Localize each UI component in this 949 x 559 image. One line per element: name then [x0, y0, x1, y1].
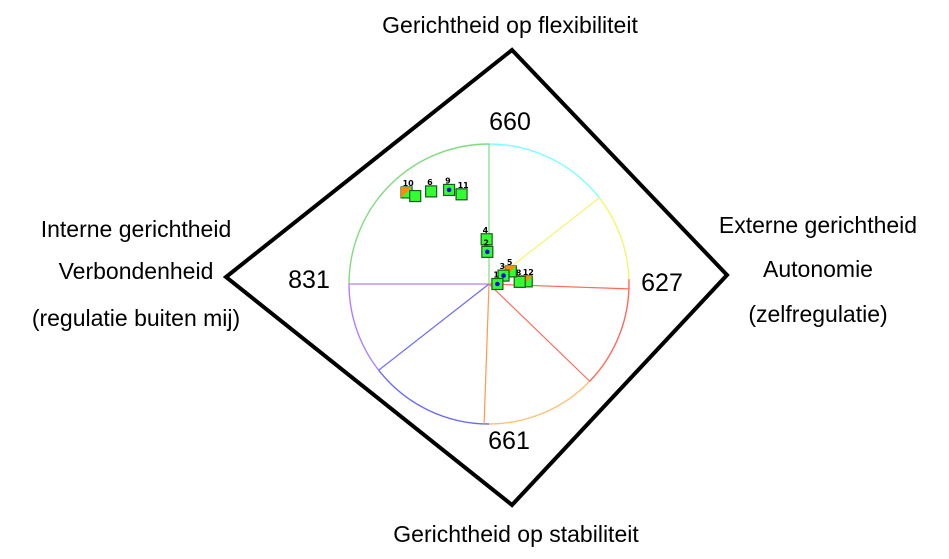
- marker-label: 2: [483, 238, 489, 247]
- marker-dot: [485, 249, 490, 255]
- marker-2: 2: [481, 238, 494, 258]
- sector-arc-6: [348, 143, 490, 285]
- marker-label: 6: [427, 178, 433, 187]
- marker-4: 4: [480, 226, 493, 246]
- marker-dot: [501, 273, 506, 278]
- value-bottom: 661: [488, 427, 530, 455]
- value-left: 831: [288, 266, 330, 294]
- label-top: Gerichtheid op flexibiliteit: [382, 12, 638, 38]
- diamond-frame: [222, 47, 730, 508]
- marker-3: 3: [497, 262, 510, 282]
- sector-arc-2: [589, 279, 630, 382]
- marker-orange-corner: [401, 186, 413, 198]
- marker-label: 9: [445, 176, 451, 185]
- marker-square: [480, 233, 493, 246]
- circle-sectors: [348, 143, 630, 425]
- sector-arc-4: [378, 369, 490, 425]
- value-top: 660: [489, 108, 531, 136]
- marker-square: [513, 275, 526, 288]
- marker-label: 3: [500, 262, 506, 271]
- radial-line-2: [488, 283, 629, 290]
- radial-lines: [349, 144, 629, 424]
- value-right: 627: [641, 269, 683, 297]
- label-right-2: Autonomie: [763, 256, 873, 282]
- marker-unlabeled-1: [409, 189, 422, 203]
- radial-line-5: [378, 283, 490, 371]
- marker-label: 10: [403, 179, 415, 188]
- sector-arc-0: [488, 143, 600, 199]
- sector-arc-5: [348, 283, 380, 371]
- radial-line-4: [483, 283, 490, 424]
- marker-label: 11: [458, 181, 470, 190]
- marker-label: 1: [493, 271, 499, 280]
- sector-arc-3: [488, 380, 591, 425]
- marker-9: 9: [442, 176, 456, 197]
- marker-square: [455, 188, 468, 201]
- label-right-3: (zelfregulatie): [748, 301, 887, 327]
- label-left-1: Interne gerichtheid: [41, 216, 232, 242]
- marker-1: 1: [491, 271, 504, 291]
- marker-label: 5: [507, 258, 513, 267]
- marker-square: [425, 185, 438, 198]
- label-bottom: Gerichtheid op stabiliteit: [393, 521, 639, 547]
- marker-label: 8: [516, 268, 522, 277]
- radial-line-3: [488, 283, 591, 382]
- marker-label: 12: [523, 268, 534, 277]
- marker-11: 11: [455, 181, 470, 201]
- marker-6: 6: [425, 178, 438, 198]
- label-left-3: (regulatie buiten mij): [32, 305, 240, 331]
- sector-arc-1: [598, 197, 630, 280]
- label-right-1: Externe gerichtheid: [719, 212, 917, 238]
- marker-square: [409, 189, 422, 203]
- marker-dot: [446, 187, 452, 193]
- marker-dot: [495, 281, 500, 287]
- marker-label: 4: [483, 226, 489, 235]
- label-left-2: Verbondenheid: [59, 258, 214, 284]
- marker-8: 8: [513, 268, 526, 288]
